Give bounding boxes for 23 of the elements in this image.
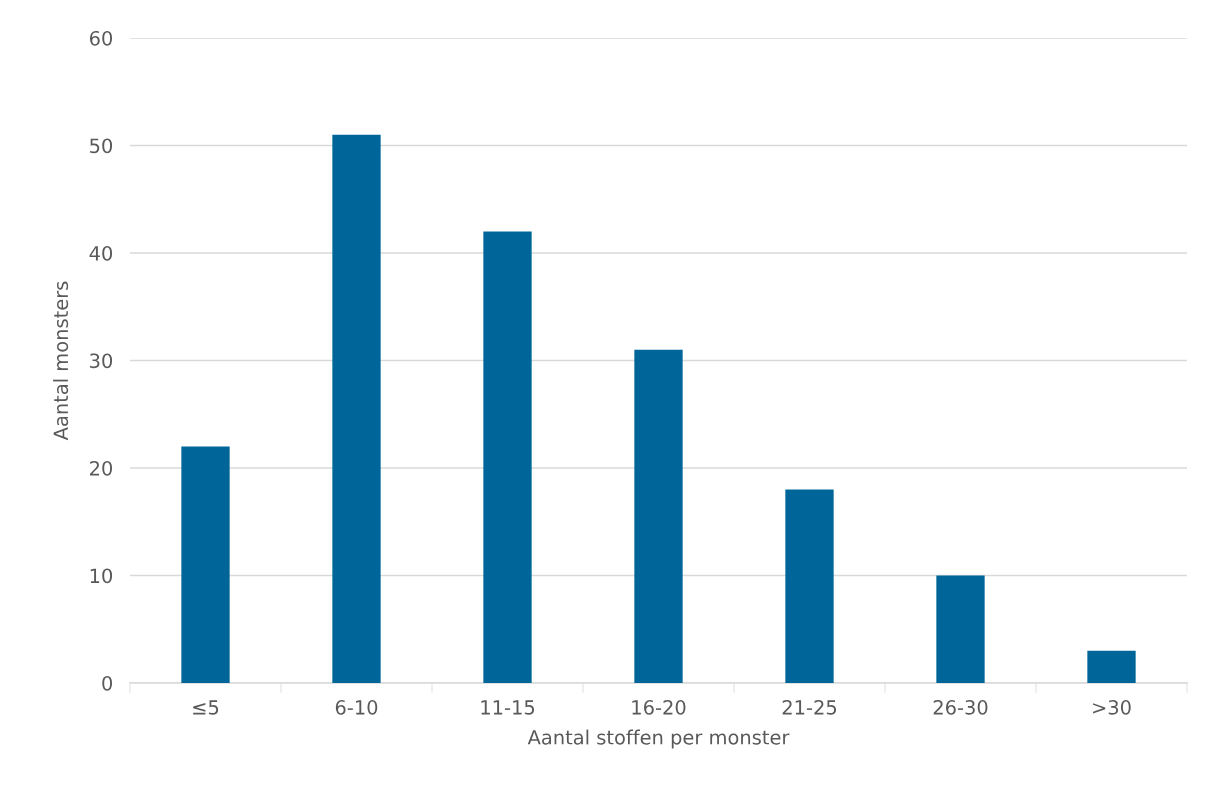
y-tick-label: 0 [102,675,113,691]
x-tick-label: 21-25 [782,700,837,715]
y-tick-label: 10 [90,568,113,584]
bar [634,349,683,683]
y-tick-label: 20 [90,460,113,476]
bar [936,575,985,683]
bar [483,231,532,683]
x-tick-label: 6-10 [335,700,378,715]
bar [332,134,381,683]
x-tick-label: 26-30 [933,700,988,715]
y-tick-label: 60 [89,30,113,46]
x-tick-label: ≤5 [193,700,219,715]
bar [1087,650,1136,683]
bar [785,489,834,683]
x-tick-label: 16-20 [632,700,686,715]
x-axis-title: Aantal stoffen per monster [527,729,790,749]
y-axis-title: Aantal monsters [53,281,69,441]
y-tick-label: 40 [89,245,113,261]
y-tick-label: 50 [90,138,113,154]
x-tick-label: 11-15 [481,700,535,715]
bar [181,446,230,683]
x-tick-label: >30 [1093,700,1131,715]
y-tick-label: 30 [90,353,113,369]
